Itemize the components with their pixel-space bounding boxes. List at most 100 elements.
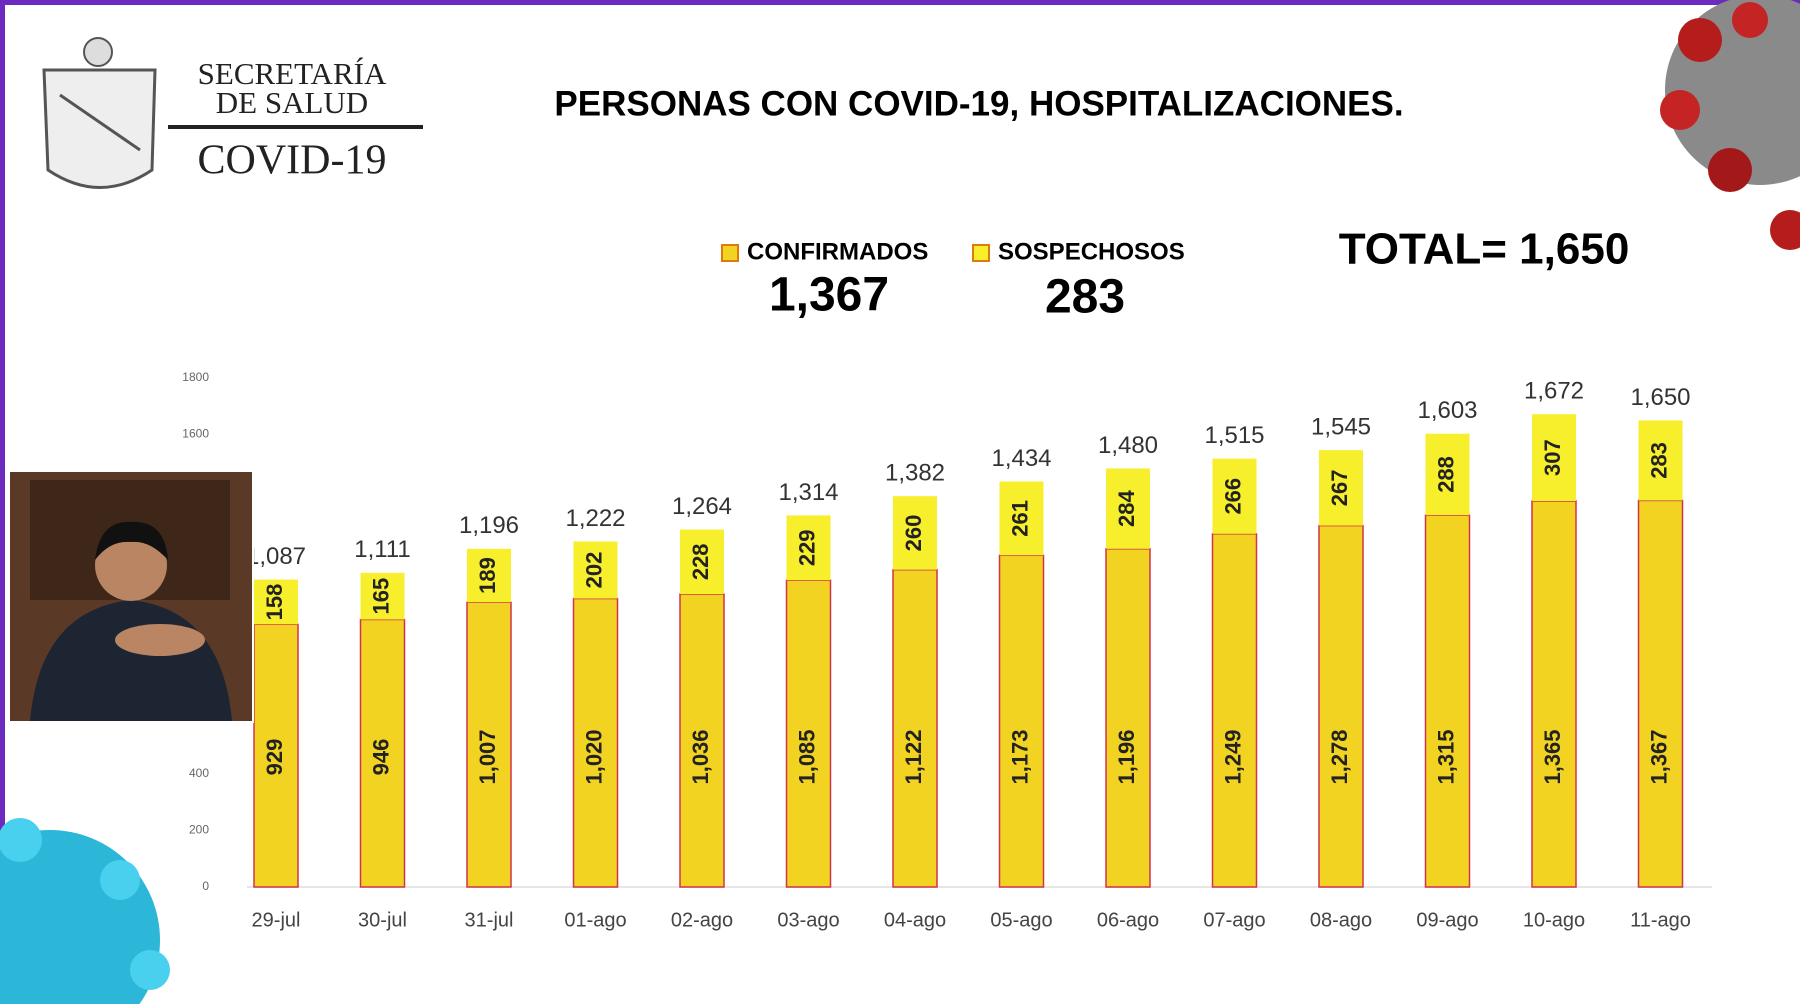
bar-segment <box>466 601 512 888</box>
y-tick-label: 0 <box>202 879 209 893</box>
summary-confirmed: 1,367 <box>769 269 889 322</box>
total-label: 1,314 <box>778 479 838 506</box>
value-label: 228 <box>688 543 713 580</box>
divider <box>168 125 423 129</box>
value-label: 1,020 <box>581 729 606 784</box>
value-label: 1,085 <box>794 729 819 784</box>
bar-segment <box>1212 458 1257 534</box>
bar-segment <box>786 515 831 581</box>
y-tick-label: 1800 <box>182 370 209 384</box>
bar-segment <box>359 618 406 888</box>
value-label: 1,196 <box>1114 729 1139 784</box>
org-line: SECRETARÍA <box>198 56 387 91</box>
bar-segment <box>1424 514 1471 888</box>
value-label: 1,122 <box>901 729 926 784</box>
x-tick-label: 11-ago <box>1630 909 1691 931</box>
value-label: 189 <box>475 557 500 594</box>
legend-swatch <box>721 244 739 262</box>
value-label: 261 <box>1007 500 1032 537</box>
org-line: DE SALUD <box>216 85 368 120</box>
y-tick-label: 1600 <box>182 427 209 441</box>
legend-label: CONFIRMADOS <box>747 238 928 265</box>
total-label: 1,196 <box>459 512 519 539</box>
video-overlay <box>8 470 254 723</box>
total-label: 1,603 <box>1417 397 1477 424</box>
bar-segment <box>1106 468 1150 549</box>
y-tick-label: 200 <box>189 823 209 837</box>
value-label: 929 <box>262 739 287 776</box>
chart-title: PERSONAS CON COVID-19, HOSPITALIZACIONES… <box>554 84 1403 123</box>
bar-segment <box>360 572 405 620</box>
total-label: 1,515 <box>1204 422 1264 449</box>
total-label: 1,545 <box>1311 413 1371 440</box>
legend-swatch <box>972 244 990 262</box>
value-label: 1,315 <box>1433 729 1458 784</box>
value-label: 165 <box>368 578 393 615</box>
bar-segment <box>892 568 938 888</box>
value-label: 1,007 <box>475 729 500 784</box>
x-tick-label: 01-ago <box>564 909 626 931</box>
bar-segment <box>1319 450 1363 526</box>
x-tick-label: 07-ago <box>1203 909 1265 931</box>
bar-segment <box>1425 433 1470 516</box>
value-label: 1,365 <box>1540 729 1565 784</box>
value-label: 946 <box>368 739 393 776</box>
total-label: 1,382 <box>885 460 945 487</box>
summary-suspected: 283 <box>1045 271 1125 324</box>
bar-segment <box>254 579 298 625</box>
value-label: 1,036 <box>688 729 713 784</box>
bar-segment <box>1638 420 1683 501</box>
x-tick-label: 10-ago <box>1523 909 1585 931</box>
x-tick-label: 30-jul <box>358 909 407 931</box>
value-label: 1,367 <box>1646 729 1671 784</box>
virus-top-right <box>1660 0 1800 250</box>
video-person-hair <box>95 521 168 560</box>
value-label: 158 <box>262 584 287 621</box>
value-label: 266 <box>1220 478 1245 515</box>
total-label: 1,111 <box>354 536 411 563</box>
bar-segment <box>680 529 724 595</box>
value-label: 229 <box>794 529 819 566</box>
total-label: 1,222 <box>565 505 625 532</box>
value-label: 1,278 <box>1327 729 1352 784</box>
bar-segment <box>572 597 619 888</box>
legend-label: SOSPECHOSOS <box>998 238 1185 265</box>
bar-segment <box>1105 548 1151 888</box>
x-tick-label: 29-jul <box>252 909 301 931</box>
value-label: 283 <box>1646 442 1671 479</box>
bar-segment <box>1637 499 1684 888</box>
logo-shield <box>42 37 157 189</box>
x-tick-label: 02-ago <box>671 909 733 931</box>
bar-segment <box>893 496 937 570</box>
value-label: 202 <box>581 552 606 589</box>
bar-segment <box>1531 500 1577 888</box>
value-label: 1,173 <box>1007 729 1032 784</box>
total-label: 1,672 <box>1524 378 1584 405</box>
total-label: 1,480 <box>1098 432 1158 459</box>
video-person-head <box>95 529 167 601</box>
bar-segment <box>1211 533 1258 888</box>
total-label: 1,087 <box>246 543 306 570</box>
left-border <box>0 0 5 1004</box>
org-line: COVID-19 <box>198 138 387 184</box>
x-tick-label: 03-ago <box>777 909 839 931</box>
bar-segment <box>573 541 618 599</box>
x-tick-label: 06-ago <box>1097 909 1159 931</box>
value-label: 267 <box>1327 469 1352 506</box>
total-label: 1,264 <box>672 493 732 520</box>
x-tick-label: 09-ago <box>1416 909 1478 931</box>
total-label: 1,650 <box>1630 384 1690 411</box>
y-tick-label: 400 <box>189 766 209 780</box>
value-label: 260 <box>901 515 926 552</box>
x-tick-label: 31-jul <box>465 909 514 931</box>
total-label: 1,434 <box>991 445 1051 472</box>
value-label: 1,249 <box>1220 729 1245 784</box>
bar-segment <box>1318 524 1364 888</box>
bar-segment <box>998 554 1045 888</box>
bar-segment <box>785 579 832 888</box>
value-label: 307 <box>1540 439 1565 476</box>
top-border <box>0 0 1800 5</box>
summary-total: TOTAL= 1,650 <box>1339 225 1630 274</box>
